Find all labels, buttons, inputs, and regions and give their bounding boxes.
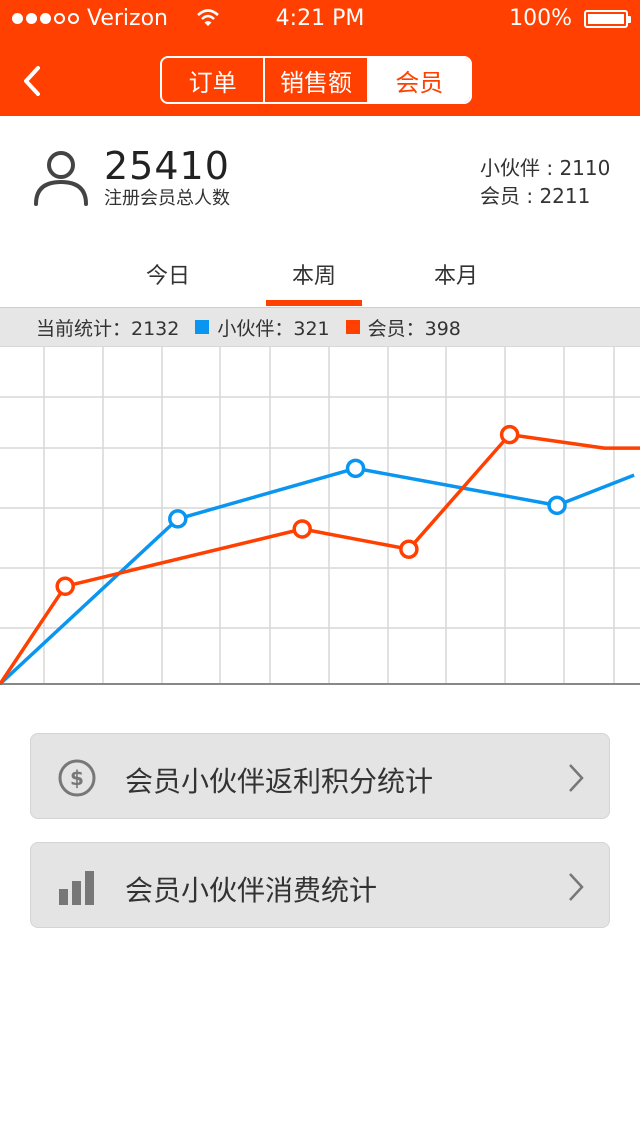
segment-orders[interactable]: 订单	[162, 58, 266, 102]
dollar-circle-icon: $	[58, 759, 96, 797]
rebate-points-stats-button[interactable]: $ 会员小伙伴返利积分统计	[30, 733, 610, 819]
data-point-member	[499, 424, 520, 445]
data-point-member	[55, 576, 75, 597]
battery-icon	[584, 10, 631, 28]
partners-count: 小伙伴 : 2110	[480, 156, 611, 180]
segment-sales[interactable]: 销售额	[265, 58, 369, 102]
series-line-partner	[0, 466, 635, 686]
svg-text:$: $	[70, 766, 84, 790]
member-legend-swatch	[345, 320, 360, 334]
stats-bar: 当前统计：2132 小伙伴：321 会员：398	[0, 307, 640, 347]
tab-this-week[interactable]: 本周	[291, 264, 336, 289]
chevron-right-icon	[569, 873, 584, 901]
current-stat: 当前统计：2132	[36, 317, 180, 340]
tab-today[interactable]: 今日	[145, 264, 190, 289]
signal-icon	[12, 13, 79, 24]
period-tabs: 今日 本周 本月	[0, 234, 640, 306]
header: Verizon 4:21 PM 100% 订单 销售额 会员	[0, 0, 640, 116]
segment-members[interactable]: 会员	[368, 58, 470, 102]
data-point-member	[292, 519, 312, 539]
partner-legend-swatch	[195, 320, 210, 334]
carrier-name: Verizon	[87, 6, 168, 31]
line-chart	[0, 347, 640, 686]
data-point-partner	[168, 509, 188, 529]
total-members-count: 25410	[104, 144, 230, 188]
status-time: 4:21 PM	[275, 6, 365, 31]
partner-legend-label: 小伙伴：321	[217, 317, 330, 340]
consumption-stats-button[interactable]: 会员小伙伴消费统计	[30, 842, 610, 928]
back-arrow-icon[interactable]	[18, 64, 46, 98]
data-point-partner	[547, 495, 567, 516]
wifi-icon	[197, 9, 219, 26]
active-tab-indicator	[266, 300, 362, 306]
members-count: 会员 : 2211	[480, 184, 591, 208]
battery-percent: 100%	[509, 6, 572, 31]
status-bar: Verizon 4:21 PM 100%	[0, 0, 640, 40]
data-point-partner	[345, 458, 366, 479]
series-line-member	[0, 432, 640, 685]
carrier: Verizon	[12, 6, 168, 31]
tab-this-month[interactable]: 本月	[433, 264, 478, 289]
action-label: 会员小伙伴消费统计	[125, 874, 378, 907]
chevron-right-icon	[569, 764, 584, 792]
user-icon	[34, 151, 88, 206]
data-point-member	[399, 539, 419, 559]
member-legend-label: 会员：398	[367, 317, 461, 340]
total-members-label: 注册会员总人数	[104, 188, 230, 209]
member-summary: 25410 注册会员总人数 小伙伴 : 2110 会员 : 2211	[0, 116, 640, 235]
bar-chart-icon	[59, 871, 94, 905]
segment-control: 订单 销售额 会员	[160, 56, 472, 104]
action-label: 会员小伙伴返利积分统计	[125, 765, 434, 798]
